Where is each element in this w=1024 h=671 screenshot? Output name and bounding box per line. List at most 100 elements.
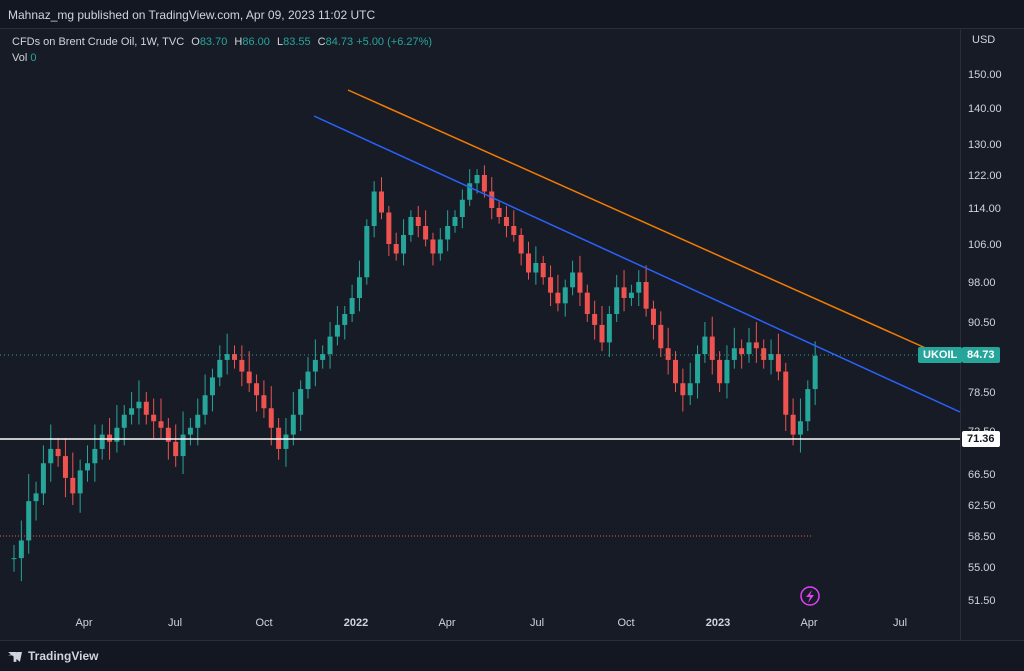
- candle-body: [665, 348, 671, 360]
- candle-body: [305, 371, 311, 390]
- candle-body: [621, 287, 627, 298]
- price-tick-label: 62.50: [968, 500, 996, 512]
- candle-body: [533, 263, 539, 273]
- candle-body: [739, 348, 745, 355]
- candle-body: [379, 191, 384, 213]
- footer-bar: TradingView: [0, 640, 1024, 671]
- candle-body: [797, 421, 803, 435]
- candle-body: [775, 354, 781, 372]
- candle-body: [239, 359, 245, 372]
- candle-body: [40, 463, 46, 494]
- candle-body: [695, 354, 701, 384]
- candle-body: [401, 235, 407, 254]
- candle-body: [11, 558, 17, 560]
- candle-body: [555, 292, 561, 304]
- candle-body: [548, 277, 554, 293]
- legend-volume-row[interactable]: Vol 0: [12, 52, 432, 64]
- close-label: C: [317, 36, 326, 48]
- high-value: 86.00: [242, 36, 270, 48]
- candle-body: [312, 359, 318, 372]
- candle-body: [496, 208, 502, 217]
- lower-trendline[interactable]: [313, 115, 961, 413]
- candle-body: [452, 217, 458, 226]
- volume-value: 0: [30, 52, 37, 64]
- price-tick-label: 66.50: [968, 469, 996, 481]
- candle-body: [768, 354, 774, 360]
- candle-body: [459, 199, 465, 217]
- candle-body: [805, 389, 811, 422]
- candle-body: [356, 277, 362, 298]
- candle-body: [650, 308, 656, 325]
- volume-label: Vol: [12, 52, 28, 64]
- candle-body: [761, 348, 767, 360]
- price-tick-label: 130.00: [968, 139, 1002, 151]
- time-axis[interactable]: Apr Jul Oct 2022 Apr Jul Oct 2023 Apr Jul: [75, 617, 907, 629]
- candle-body: [570, 272, 576, 288]
- candle-body: [702, 336, 708, 355]
- low-label: L: [276, 36, 284, 48]
- chart-legend[interactable]: CFDs on Brent Crude Oil, 1W, TVC O83.70 …: [12, 36, 432, 68]
- candle-body: [503, 217, 509, 226]
- candle-body: [364, 226, 370, 278]
- price-scale[interactable]: [960, 28, 1024, 641]
- time-tick-label: Oct: [255, 617, 272, 629]
- candle-body: [812, 355, 818, 390]
- candle-body: [753, 342, 759, 349]
- support-price-tag: 71.36: [962, 431, 1000, 447]
- lightning-icon[interactable]: [800, 586, 820, 606]
- candle-body: [526, 253, 531, 273]
- time-tick-label: Apr: [438, 617, 455, 629]
- candle-body: [584, 292, 590, 314]
- candle-body: [283, 434, 289, 449]
- candle-body: [143, 401, 149, 415]
- candle-body: [783, 371, 789, 415]
- candle-body: [129, 408, 135, 415]
- candle-body: [724, 359, 730, 384]
- time-tick-label: Jul: [893, 617, 907, 629]
- candle-body: [334, 324, 340, 337]
- time-tick-label: 2023: [706, 617, 730, 629]
- candle-body: [261, 395, 267, 409]
- open-label: O: [191, 36, 200, 48]
- candle-body: [327, 336, 333, 355]
- price-tick-label: 78.50: [968, 387, 996, 399]
- candle-body: [423, 226, 429, 240]
- candle-body: [371, 191, 377, 226]
- candle-body: [195, 414, 201, 428]
- publisher-text: Mahnaz_mg published on TradingView.com, …: [8, 8, 376, 22]
- tradingview-logo-icon: [8, 651, 22, 662]
- candle-body: [481, 175, 487, 192]
- candle-body: [165, 427, 171, 442]
- candle-body: [614, 287, 620, 314]
- candle-body: [746, 342, 752, 355]
- candle-body: [511, 226, 517, 235]
- candle-body: [687, 383, 693, 396]
- price-tick-label: 114.00: [968, 203, 1001, 215]
- candle-body: [643, 282, 649, 309]
- tradingview-logo[interactable]: TradingView: [8, 649, 98, 663]
- upper-trendline[interactable]: [347, 89, 931, 351]
- candle-body: [349, 298, 355, 314]
- candle-body: [224, 354, 230, 360]
- open-value: 83.70: [199, 36, 228, 48]
- candle-body: [187, 427, 193, 435]
- candle-body: [342, 314, 348, 325]
- candle-body: [114, 427, 120, 442]
- candle-body: [254, 383, 260, 396]
- time-tick-label: Jul: [530, 617, 544, 629]
- lightning-bolt: [806, 590, 814, 603]
- price-tick-label: 55.00: [968, 562, 996, 574]
- candle-body: [320, 354, 326, 360]
- candle-body: [474, 175, 480, 184]
- candle-body: [151, 414, 157, 422]
- price-tick-label: 122.00: [968, 170, 1002, 182]
- currency-label[interactable]: USD: [972, 34, 996, 46]
- candle-body: [99, 434, 105, 449]
- brand-label: TradingView: [28, 649, 99, 663]
- time-tick-label: 2022: [344, 617, 368, 629]
- legend-symbol-row[interactable]: CFDs on Brent Crude Oil, 1W, TVC O83.70 …: [12, 36, 432, 48]
- price-scale-ticks: 150.00 140.00 130.00 122.00 114.00 106.00 98.0…: [968, 69, 1002, 607]
- chart-pane[interactable]: [0, 28, 960, 641]
- candle-body: [731, 348, 737, 360]
